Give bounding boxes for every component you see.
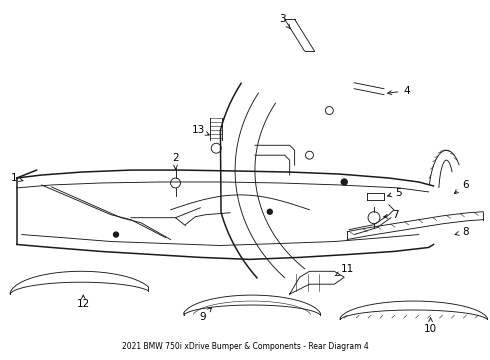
Text: 3: 3 <box>279 14 291 29</box>
Text: 9: 9 <box>199 308 212 322</box>
Circle shape <box>268 209 272 214</box>
Text: 11: 11 <box>335 264 354 276</box>
Circle shape <box>341 179 347 185</box>
Text: 4: 4 <box>388 86 410 96</box>
Text: 2021 BMW 750i xDrive Bumper & Components - Rear Diagram 4: 2021 BMW 750i xDrive Bumper & Components… <box>122 342 368 351</box>
Text: 1: 1 <box>10 173 23 183</box>
Text: 8: 8 <box>455 226 468 237</box>
Text: 2: 2 <box>172 153 179 169</box>
Text: 10: 10 <box>424 318 437 334</box>
Text: 6: 6 <box>454 180 468 194</box>
Text: 12: 12 <box>76 295 90 309</box>
Text: 13: 13 <box>192 125 209 135</box>
Text: 5: 5 <box>388 188 402 198</box>
Circle shape <box>114 232 119 237</box>
Text: 7: 7 <box>384 210 399 220</box>
